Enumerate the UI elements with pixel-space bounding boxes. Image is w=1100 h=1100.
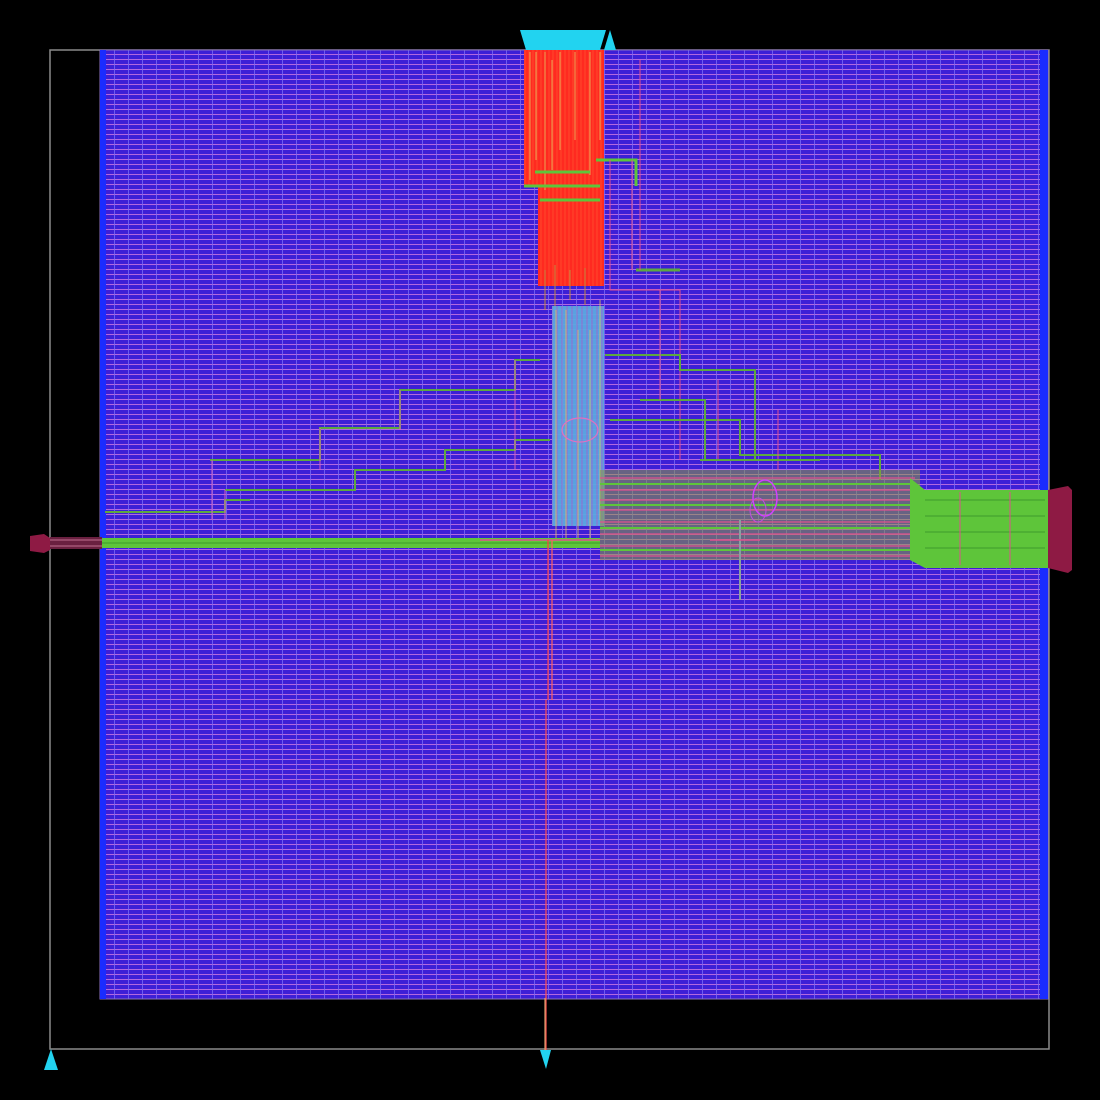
right-pin[interactable]: [1048, 486, 1072, 573]
routing-red-region: [524, 50, 638, 312]
io-pins: [30, 30, 1072, 1070]
bottom-center-pin[interactable]: [540, 1050, 551, 1069]
routing-cluster-center: [561, 417, 778, 600]
routing-vertical-drop: [544, 540, 553, 1050]
top-pin-cluster[interactable]: [520, 30, 606, 50]
top-pin-single[interactable]: [604, 30, 616, 50]
routing-left-bus: [50, 537, 600, 549]
routing-staircase: [105, 60, 881, 520]
bottom-left-pin[interactable]: [44, 1049, 58, 1070]
routing-cyan-bundle: [552, 300, 604, 540]
power-rail-left: [100, 50, 106, 999]
left-pin[interactable]: [30, 534, 50, 553]
